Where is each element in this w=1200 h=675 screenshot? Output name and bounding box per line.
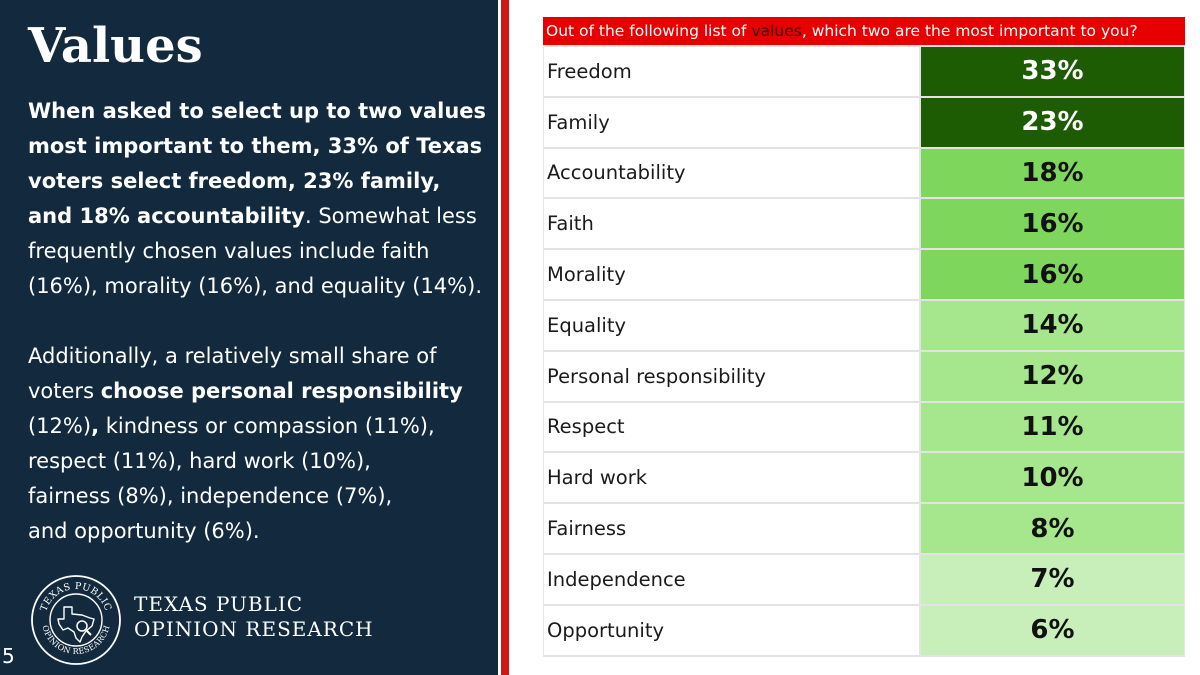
table-body: Freedom 33% Family 23% Accountability 18% Fait…	[543, 45, 1185, 657]
question-text: , which two are the most important to yo…	[801, 22, 1138, 40]
row-label: Fairness	[543, 504, 919, 553]
table-row: Equality 14%	[543, 300, 1185, 352]
row-value: 10%	[919, 453, 1185, 503]
red-divider-bar	[501, 0, 509, 675]
row-label: Faith	[543, 199, 919, 249]
summary-text-span: kindness or compassion (11%), respect (1…	[28, 414, 435, 473]
row-label: Hard work	[543, 453, 919, 503]
texas-seal-logo: TEXAS PUBLIC OPINION RESEARCH	[31, 575, 121, 665]
row-label: Morality	[543, 250, 919, 299]
table-row: Family 23%	[543, 97, 1185, 149]
row-value: 8%	[919, 504, 1185, 553]
row-value: 23%	[919, 97, 1185, 147]
row-label: Family	[543, 97, 919, 147]
texas-map-icon	[57, 606, 95, 643]
brand-wordmark: TEXAS PUBLIC OPINION RESEARCH	[134, 592, 374, 642]
brand-line-1: TEXAS PUBLIC	[134, 592, 304, 616]
table-row: Faith 16%	[543, 199, 1185, 251]
table-row: Accountability 18%	[543, 148, 1185, 200]
row-label: Respect	[543, 402, 919, 452]
values-table: Out of the following list of values, whi…	[543, 17, 1185, 657]
row-label: Equality	[543, 300, 919, 350]
row-label: Personal responsibility	[543, 351, 919, 401]
page-number: 5	[2, 644, 15, 668]
summary-text-span: and opportunity (6%).	[28, 519, 260, 543]
row-value: 33%	[919, 47, 1185, 96]
row-value: 16%	[919, 199, 1185, 249]
table-row: Personal responsibility 12%	[543, 351, 1185, 403]
row-label: Opportunity	[543, 605, 919, 655]
table-row: Respect 11%	[543, 402, 1185, 454]
question-highlight: values	[751, 22, 802, 40]
magnifier-icon	[76, 620, 92, 636]
summary-paragraph-1: When asked to select up to two values mo…	[28, 94, 490, 304]
row-label: Accountability	[543, 148, 919, 198]
row-label: Independence	[543, 554, 919, 604]
slide-divider	[498, 0, 512, 675]
row-value: 6%	[919, 605, 1185, 655]
row-value: 7%	[919, 554, 1185, 604]
row-value: 12%	[919, 351, 1185, 401]
summary-text-span: . Somewhat less frequently chosen values…	[28, 204, 482, 298]
summary-panel: Values When asked to select up to two va…	[0, 0, 498, 675]
brand-line-2: OPINION RESEARCH	[134, 617, 374, 641]
summary-text-span: Additionally, a relatively small share o…	[28, 344, 437, 403]
slide-title: Values	[28, 18, 203, 74]
question-header: Out of the following list of values, whi…	[543, 17, 1185, 45]
summary-text-span: fairness (8%), independence (7%),	[28, 484, 393, 508]
row-value: 16%	[919, 250, 1185, 299]
summary-text-span: (12%)	[28, 414, 92, 438]
table-row: Independence 7%	[543, 554, 1185, 606]
question-text: Out of the following list of	[546, 22, 752, 40]
row-value: 14%	[919, 300, 1185, 350]
table-row: Freedom 33%	[543, 45, 1185, 98]
summary-highlight: choose personal responsibility	[100, 379, 463, 403]
summary-paragraph-2: Additionally, a relatively small share o…	[28, 339, 490, 549]
row-label: Freedom	[543, 47, 919, 96]
table-row: Hard work 10%	[543, 453, 1185, 505]
summary-text: When asked to select up to two values mo…	[28, 94, 490, 549]
summary-highlight: When asked to select up to two values mo…	[28, 99, 487, 228]
table-row: Opportunity 6%	[543, 605, 1185, 657]
row-value: 11%	[919, 402, 1185, 452]
table-row: Fairness 8%	[543, 504, 1185, 555]
summary-highlight: ,	[91, 414, 100, 438]
row-value: 18%	[919, 148, 1185, 198]
table-row: Morality 16%	[543, 250, 1185, 301]
